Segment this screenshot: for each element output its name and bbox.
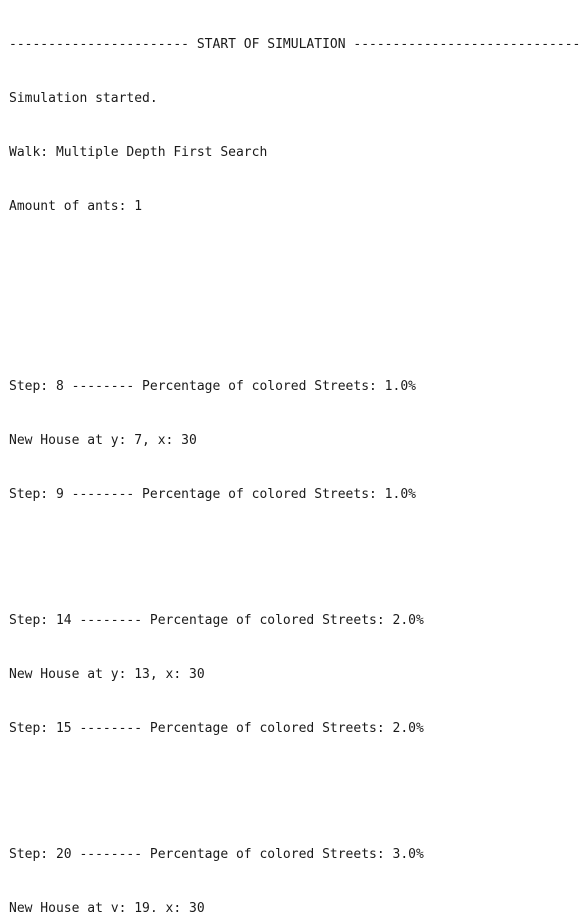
step-line: Step: 20 -------- Percentage of colored … [9, 847, 424, 862]
step-line: Step: 14 -------- Percentage of colored … [9, 613, 424, 628]
house-line: New House at y: 13, x: 30 [9, 667, 205, 682]
spacer [9, 306, 580, 324]
intro-line: Simulation started. [9, 91, 158, 106]
step-line: Step: 9 -------- Percentage of colored S… [9, 487, 416, 502]
console-output: ----------------------- START OF SIMULAT… [9, 0, 580, 912]
intro-line: Amount of ants: 1 [9, 199, 143, 214]
intro-line: Walk: Multiple Depth First Search [9, 145, 268, 160]
spacer [9, 540, 580, 558]
house-line: New House at y: 7, x: 30 [9, 433, 197, 448]
spacer [9, 774, 580, 792]
step-line: Step: 15 -------- Percentage of colored … [9, 721, 424, 736]
house-line: New House at y: 19, x: 30 [9, 901, 205, 912]
spacer [9, 252, 580, 270]
simulation-header: ----------------------- START OF SIMULAT… [9, 37, 580, 52]
step-line: Step: 8 -------- Percentage of colored S… [9, 379, 416, 394]
